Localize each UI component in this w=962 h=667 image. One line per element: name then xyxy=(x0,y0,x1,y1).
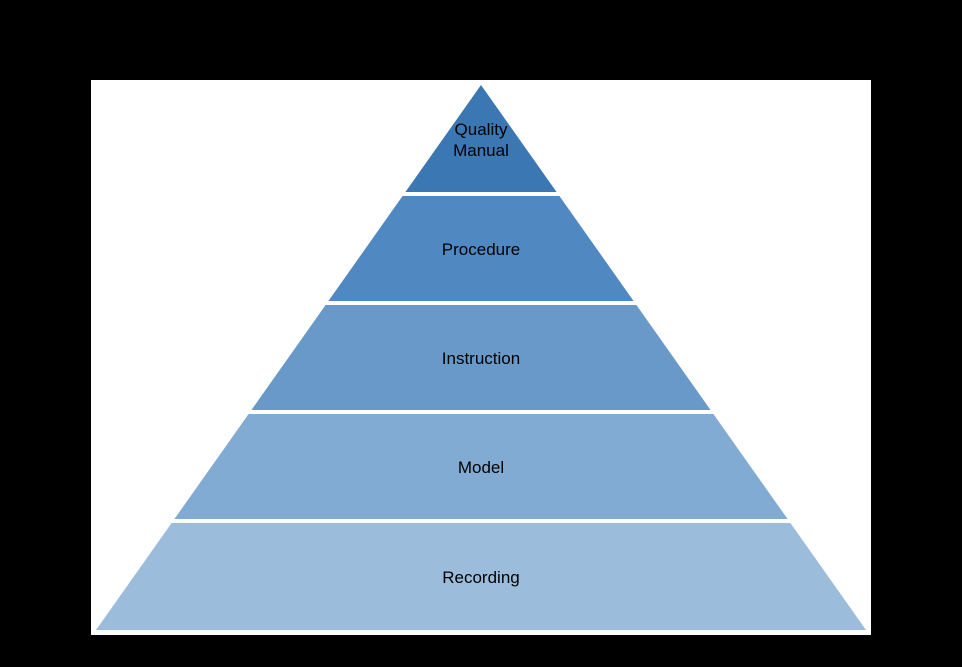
pyramid-layer-0-label: Quality Manual xyxy=(91,119,871,162)
pyramid-layer-3-label: Model xyxy=(91,457,871,478)
pyramid-layer-1-label: Procedure xyxy=(91,239,871,260)
pyramid-canvas: Quality Manual Procedure Instruction Mod… xyxy=(91,80,871,635)
pyramid-layer-4-label: Recording xyxy=(91,567,871,588)
pyramid-layer-2-label: Instruction xyxy=(91,348,871,369)
